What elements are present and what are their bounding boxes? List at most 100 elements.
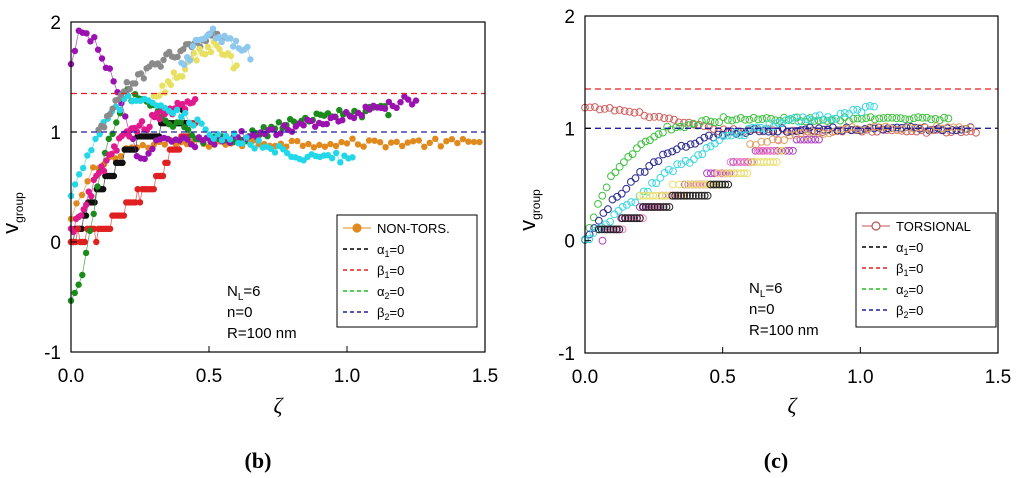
panel-c-data-point <box>585 235 594 244</box>
panel-c-data-point <box>656 203 665 211</box>
panel-b-data-point <box>194 116 201 123</box>
panel-c-data-point <box>639 214 647 223</box>
panel-c-data-point <box>610 210 619 219</box>
panel-c-data-point <box>622 184 631 193</box>
panel-c-data-point <box>836 116 845 125</box>
panel-c-data-point <box>718 180 727 189</box>
panel-c-ylabel-sub: group <box>529 189 543 220</box>
panel-c-data-point <box>645 113 654 122</box>
panel-c-data-point <box>749 113 758 122</box>
panel-c-data-point <box>772 158 781 166</box>
panel-b-data-point <box>141 155 148 162</box>
panel-c-data-point <box>831 127 839 136</box>
panel-c-data-point <box>807 135 816 144</box>
panel-b-data-point <box>267 145 275 152</box>
panel-b-data-point <box>205 143 213 150</box>
panel-c-data-point <box>845 110 853 118</box>
panel-c-data-point <box>944 123 952 132</box>
panel-b-data-point <box>432 135 439 142</box>
panel-b-data-point <box>109 105 116 112</box>
panel-c-data-point <box>677 160 686 169</box>
panel-b-data-point <box>448 136 456 143</box>
panel-b-data-point <box>247 56 254 63</box>
panel-c-data-point <box>814 128 822 137</box>
panel-c-data-point <box>732 115 741 124</box>
panel-b-data-point <box>110 172 118 180</box>
panel-c-data-point <box>659 150 667 159</box>
panel-b-data-point <box>105 135 113 142</box>
panel-c-xlabel: ζ <box>788 393 799 418</box>
panel-b-data-point <box>169 123 177 130</box>
panel-c-data-point <box>673 160 682 169</box>
panel-b-data-point <box>388 139 395 146</box>
panel-c-data-point <box>656 173 665 182</box>
panel-c-data-point <box>832 115 841 123</box>
panel-c-data-point <box>915 123 924 132</box>
panel-c-data-point <box>870 122 879 131</box>
panel-b-data-point <box>354 141 362 148</box>
panel-c-data-point <box>682 143 690 151</box>
panel-b-axes: 0.0 0.5 1.0 1.5 -1 0 1 2 <box>44 13 498 387</box>
panel-b-data-point <box>106 225 114 232</box>
panel-b-data-point <box>206 30 214 37</box>
panel-c-data-point <box>633 144 641 153</box>
panel-c-data-point <box>879 114 888 122</box>
panel-c-ylabel: vgroup <box>515 189 543 231</box>
panel-b-data-point <box>122 113 129 120</box>
panel-b-data-point <box>381 105 389 112</box>
panel-b-data-point <box>321 143 329 150</box>
panel-b-data-point <box>410 138 417 145</box>
panel-c-data-point <box>736 131 744 140</box>
panel-b-data-point <box>84 178 91 185</box>
panel-b-data-point <box>120 212 128 219</box>
panel-c-panel-label: (c) <box>764 448 788 473</box>
panel-b-data-point <box>136 199 144 206</box>
panel-b-data-point <box>310 144 318 151</box>
panel-c-data-point <box>614 206 623 215</box>
panel-b-data-point <box>327 140 334 148</box>
panel-c-data-point <box>754 115 762 124</box>
panel-c-data-point <box>641 137 650 146</box>
panel-b-data-point <box>328 155 336 162</box>
panel-b-data-point <box>159 172 167 180</box>
panel-c-data-point <box>712 180 721 189</box>
panel-b-data-point <box>76 171 83 178</box>
panel-b-legend-item: β2=0 <box>343 305 404 322</box>
panel-c-data-point <box>643 187 652 196</box>
panel-b-data-point <box>71 47 79 55</box>
panel-b-data-point <box>82 249 90 257</box>
panel-c-data-point <box>654 157 663 166</box>
panel-b-data-point <box>123 79 130 86</box>
panel-b-data-point <box>404 139 411 146</box>
panel-b-data-point <box>218 137 226 144</box>
panel-c-data-point <box>773 118 782 127</box>
panel-c-data-point <box>589 213 598 222</box>
panel-c-data-point <box>785 131 794 140</box>
panel-c-data-point <box>706 169 715 178</box>
panel-c-data-point <box>743 169 752 178</box>
panel-c-data-point <box>803 115 811 123</box>
panel-b-data-point <box>336 106 343 114</box>
panel-c-data-point <box>620 107 629 115</box>
panel-b-data-point <box>113 147 120 154</box>
panel-c-data-point <box>803 135 812 144</box>
panel-c-data-point <box>597 225 606 234</box>
panel-b-xtick-label: 1.0 <box>334 366 360 387</box>
panel-c-data-point <box>689 119 698 128</box>
panel-c-data-point <box>648 179 656 187</box>
panel-c-ytick-label: 2 <box>564 7 575 28</box>
panel-c-series <box>581 88 998 245</box>
panel-c-data-point <box>780 136 788 145</box>
panel-c-data-point <box>779 146 788 155</box>
panel-b-data-point <box>233 62 240 69</box>
panel-c-legend-item: β2=0 <box>862 303 923 320</box>
panel-b-data-point <box>186 57 194 64</box>
panel-c-data-point <box>610 106 619 115</box>
panel-c-data-point <box>884 113 892 122</box>
panel-c-data-point <box>600 225 609 234</box>
panel-b-data-point <box>284 149 291 157</box>
panel-c-data-point <box>598 191 607 200</box>
panel-c-data-point <box>752 123 761 132</box>
panel-b-xlabel: ζ <box>274 393 285 418</box>
panel-b-data-point <box>300 122 307 129</box>
